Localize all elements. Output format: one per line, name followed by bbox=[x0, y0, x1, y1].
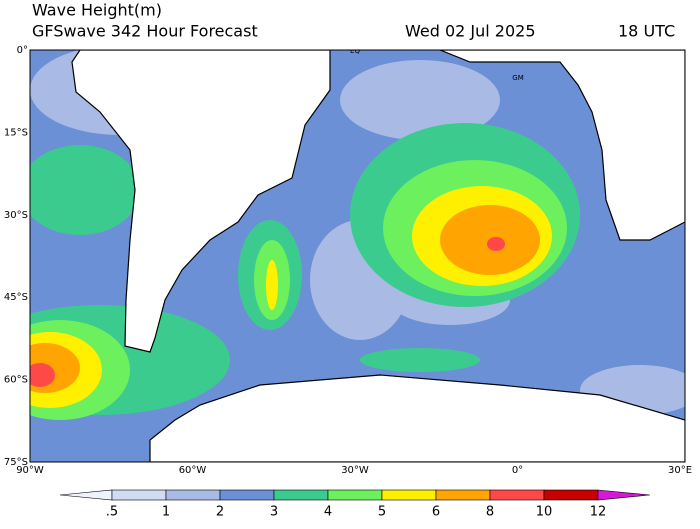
lon-label: 0° bbox=[512, 465, 523, 476]
lat-label: 0° bbox=[17, 45, 28, 56]
colorbar: .5 1 2 3 4 5 6 8 10 12 bbox=[59, 489, 651, 520]
lon-label: 30°W bbox=[341, 465, 369, 476]
colorbar-label: 2 bbox=[216, 505, 224, 520]
colorbar-segment bbox=[273, 489, 329, 501]
colorbar-label: 6 bbox=[432, 505, 440, 520]
colorbar-label: 1 bbox=[162, 505, 170, 520]
colorbar-label: 8 bbox=[486, 505, 494, 520]
colorbar-label: 3 bbox=[270, 505, 278, 520]
title: Wave Height(m) bbox=[32, 1, 162, 20]
valid-time: 18 UTC bbox=[618, 22, 675, 41]
colorbar-label: .5 bbox=[106, 505, 118, 520]
map-frame bbox=[29, 49, 686, 463]
colorbar-segment bbox=[219, 489, 275, 501]
colorbar-segment bbox=[165, 489, 221, 501]
axis-labels: 0° 15°S 30°S 45°S 60°S 75°S90°W 60°W 30°W 0° 30°E bbox=[4, 45, 692, 476]
colorbar-segment bbox=[597, 489, 651, 501]
model-run: GFSwave 342 Hour Forecast bbox=[32, 22, 258, 41]
greenwich-marker: GM bbox=[512, 74, 523, 82]
lat-label: 30°S bbox=[4, 210, 28, 221]
lat-label: 45°S bbox=[4, 292, 28, 303]
lon-label: 60°W bbox=[179, 465, 207, 476]
colorbar-segment bbox=[59, 489, 113, 501]
map: EQ GM bbox=[30, 47, 685, 462]
colorbar-segment bbox=[111, 489, 167, 501]
colorbar-segment bbox=[327, 489, 383, 501]
lat-label: 15°S bbox=[4, 127, 28, 138]
colorbar-segment bbox=[381, 489, 437, 501]
colorbar-label: 12 bbox=[590, 505, 607, 520]
colorbar-label: 4 bbox=[324, 505, 332, 520]
colorbar-segment bbox=[435, 489, 491, 501]
lat-label: 60°S bbox=[4, 375, 28, 386]
colorbar-segment bbox=[543, 489, 599, 501]
valid-date: Wed 02 Jul 2025 bbox=[405, 22, 536, 41]
equator-marker: EQ bbox=[350, 47, 360, 55]
colorbar-segment bbox=[489, 489, 545, 501]
lon-label: 30°E bbox=[668, 465, 692, 476]
south-america bbox=[71, 50, 331, 353]
wave-field bbox=[30, 50, 685, 420]
africa bbox=[439, 50, 685, 241]
lon-label: 90°W bbox=[16, 465, 44, 476]
colorbar-label: 10 bbox=[536, 505, 553, 520]
antarctica bbox=[149, 374, 685, 462]
colorbar-label: 5 bbox=[378, 505, 386, 520]
lat-label: 75°S bbox=[4, 457, 28, 468]
